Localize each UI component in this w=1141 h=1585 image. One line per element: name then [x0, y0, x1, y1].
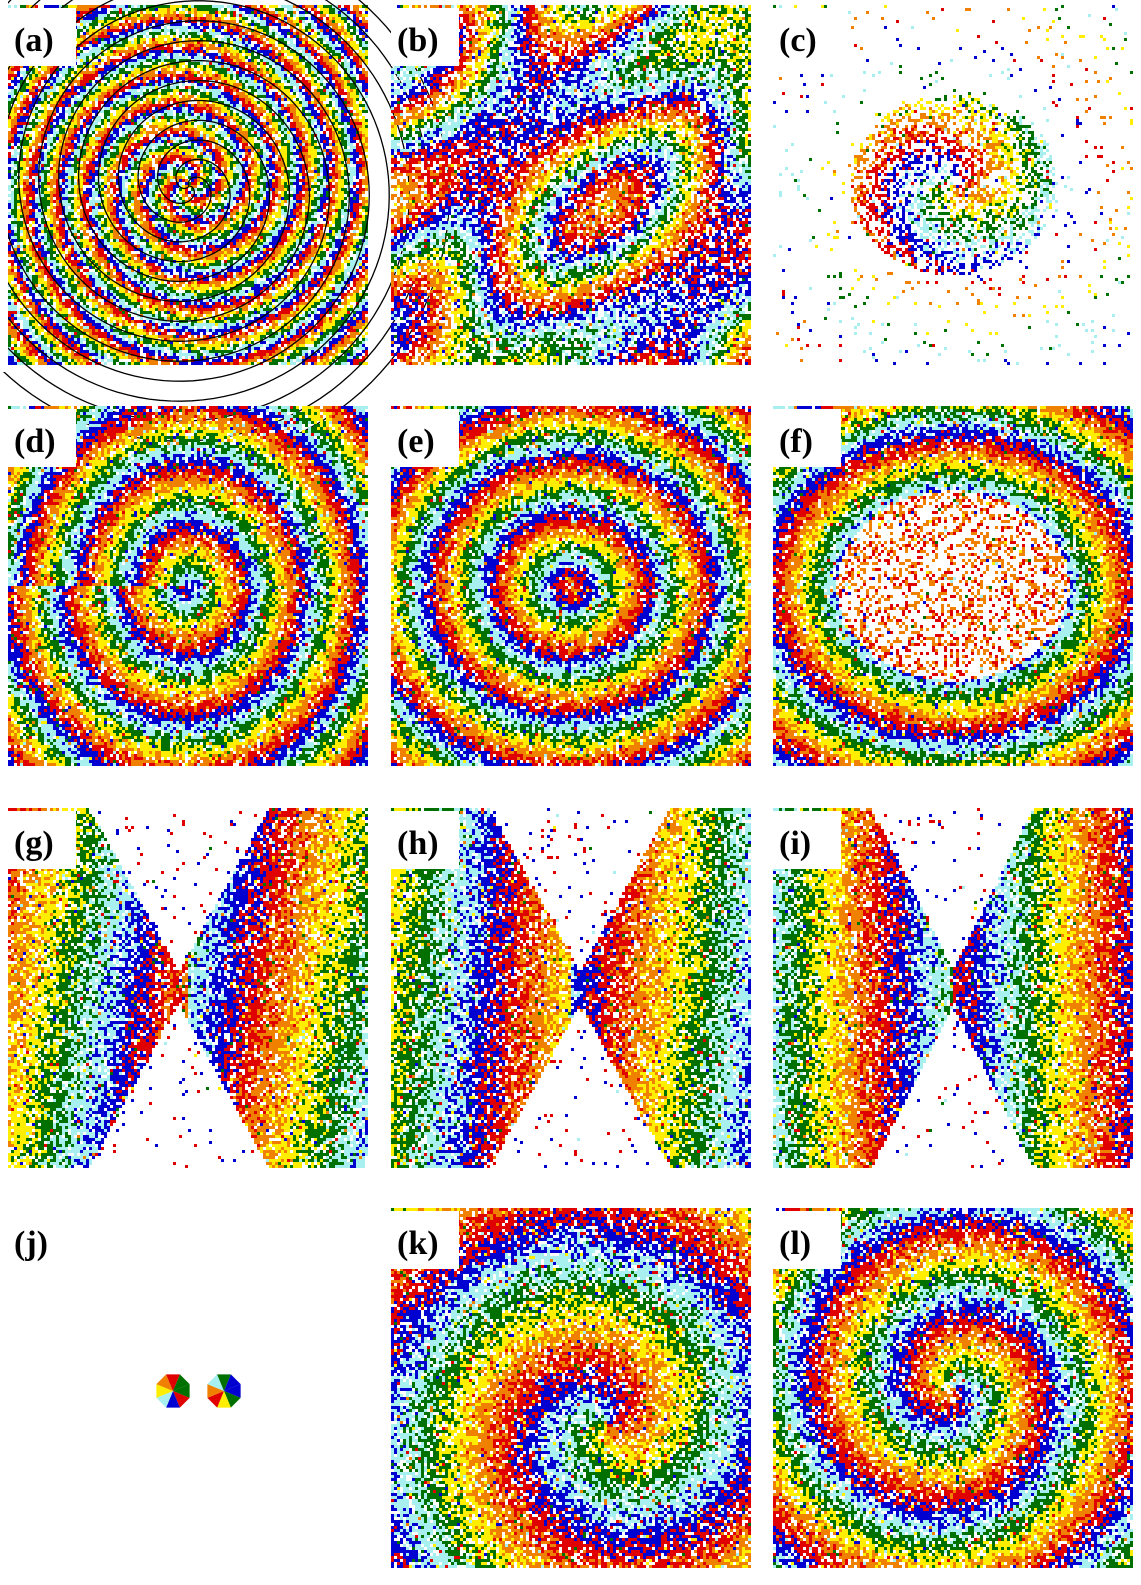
panel-label: (d)	[14, 423, 56, 460]
panel-mask	[0, 0, 8, 372]
panel-label: (i)	[779, 825, 811, 862]
panel-label: (a)	[14, 22, 54, 59]
panel-label: (h)	[397, 825, 439, 862]
panel: (d)	[8, 406, 368, 766]
panel: (c)	[773, 5, 1133, 365]
figure: (a) (b) (c) (d) (e) (f) (g) (h) (i) (j) (k) (l)	[0, 0, 1141, 1585]
panel: (e)	[391, 406, 751, 766]
panel: (k)	[391, 1208, 751, 1568]
panel-label: (f)	[779, 423, 813, 460]
panel: (b)	[391, 5, 751, 365]
panel: (a)	[0, 0, 449, 441]
panel-label: (c)	[779, 22, 817, 59]
panel: (j)	[14, 1225, 241, 1408]
panel: (i)	[773, 808, 1133, 1168]
panel: (l)	[773, 1208, 1133, 1568]
panel-label: (g)	[14, 825, 54, 862]
panel-label: (l)	[779, 1225, 811, 1262]
panel-label: (b)	[397, 22, 439, 59]
panel: (h)	[391, 808, 751, 1168]
panel-label: (j)	[14, 1225, 48, 1262]
panel: (f)	[773, 406, 1133, 766]
panel-label: (e)	[397, 423, 435, 460]
panel: (g)	[8, 808, 368, 1168]
panel-label: (k)	[397, 1225, 439, 1262]
page: (a)(b)(c)(d)(e)(f)(g)(h)(i)(j)(k)(l) (()…	[0, 0, 1141, 1585]
